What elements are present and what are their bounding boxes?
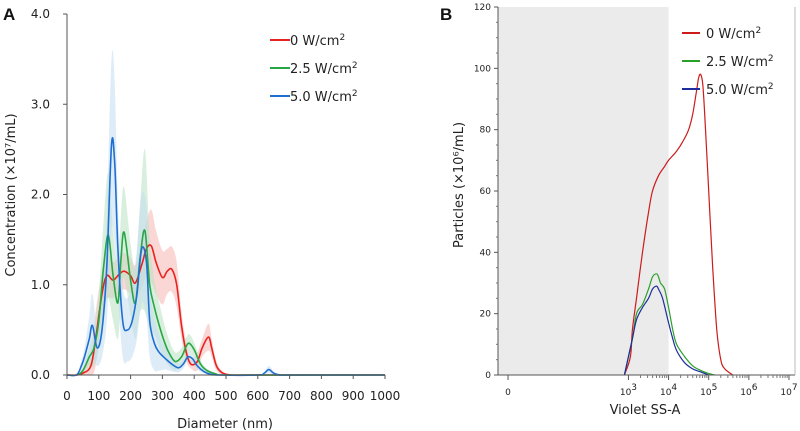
panel-a-xtick-label: 700 [278,389,301,403]
panel-b-xtick-label: 103 [620,383,637,398]
panel-a-ytick-label: 2.0 [31,188,50,202]
panel-a-xtick-label: 300 [151,389,174,403]
panel-a-legend: 0 W/cm2 2.5 W/cm2 5.0 W/cm2 [270,33,358,105]
panel-b-legend-label-1: 2.5 W/cm2 [706,54,774,70]
panel-a-xtick-label: 400 [183,389,206,403]
panel-a-band-1 [67,148,385,376]
panel-a-ytick-label: 3.0 [31,97,50,111]
panel-b-legend-label-2: 5.0 W/cm2 [706,82,774,98]
panel-a-xtick-label: 500 [215,389,238,403]
panel-b-legend: 0 W/cm2 2.5 W/cm2 5.0 W/cm2 [682,26,774,98]
panel-b-lines [623,73,734,376]
panel-a-band-2 [67,49,385,377]
panel-b-ytick-label: 40 [480,248,492,258]
panel-b-ytick-label: 20 [480,310,492,320]
panel-a-xtick-label: 0 [63,389,71,403]
panel-b-xtick-label: 104 [660,383,677,398]
panel-b-legend-label-0: 0 W/cm2 [706,26,761,42]
panel-b-xtick-label: 0 [505,388,511,398]
panel-a-axes: 0.0 1.0 2.0 3.0 4.0 0 100 200 300 400 500 600 700 800… [31,7,400,403]
panel-a: A 0.0 1.0 2.0 3.0 4.0 0 100 200 300 400 500 600 700 8… [3,5,400,431]
panel-a-letter: A [3,5,15,24]
panel-a-xtick-label: 900 [342,389,365,403]
panel-b-xtick-label: 107 [780,383,797,398]
panel-b-letter: B [440,5,452,24]
panel-b-series-line-0 [623,73,734,376]
panel-b-xtick-label: 105 [700,383,717,398]
panel-a-xlabel: Diameter (nm) [177,417,273,431]
panel-b-ytick-label: 0 [485,371,491,381]
panel-b-ytick-label: 60 [480,187,492,197]
panel-b-ytick-label: 100 [474,64,491,74]
panel-b-ytick-label: 120 [474,3,491,13]
panel-a-series-line-1 [66,229,386,377]
panel-b-xlabel: Violet SS-A [610,403,681,418]
panel-b: B 0 20 40 60 80 100 120 0 103 104 105 106 107 Violet… [440,3,798,418]
panel-a-xtick-label: 200 [119,389,142,403]
panel-a-ylabel: Concentration (×10⁷/mL) [4,113,19,276]
panel-a-legend-label-0: 0 W/cm2 [290,33,345,49]
panel-a-xtick-label: 100 [87,389,110,403]
panel-a-xtick-label: 800 [310,389,333,403]
panel-a-series-line-0 [66,244,385,376]
panel-a-legend-label-1: 2.5 W/cm2 [290,61,358,77]
panel-a-ytick-label: 4.0 [31,7,50,21]
panel-a-xtick-label: 1000 [370,389,401,403]
panel-a-xtick-label: 600 [246,389,269,403]
panel-b-axes: 0 20 40 60 80 100 120 0 103 104 105 106 107 [474,3,798,398]
panel-b-ytick-label: 80 [480,126,492,136]
panel-b-gate-shade [498,7,669,375]
panel-b-xtick-label: 106 [740,383,757,398]
panel-b-series-line-1 [623,273,715,376]
panel-a-ytick-label: 1.0 [31,278,50,292]
panel-a-legend-label-2: 5.0 W/cm2 [290,89,358,105]
panel-b-ylabel: Particles (×10⁶/mL) [452,122,467,248]
panel-a-ytick-label: 0.0 [31,368,50,382]
panel-b-series-line-2 [623,285,709,376]
